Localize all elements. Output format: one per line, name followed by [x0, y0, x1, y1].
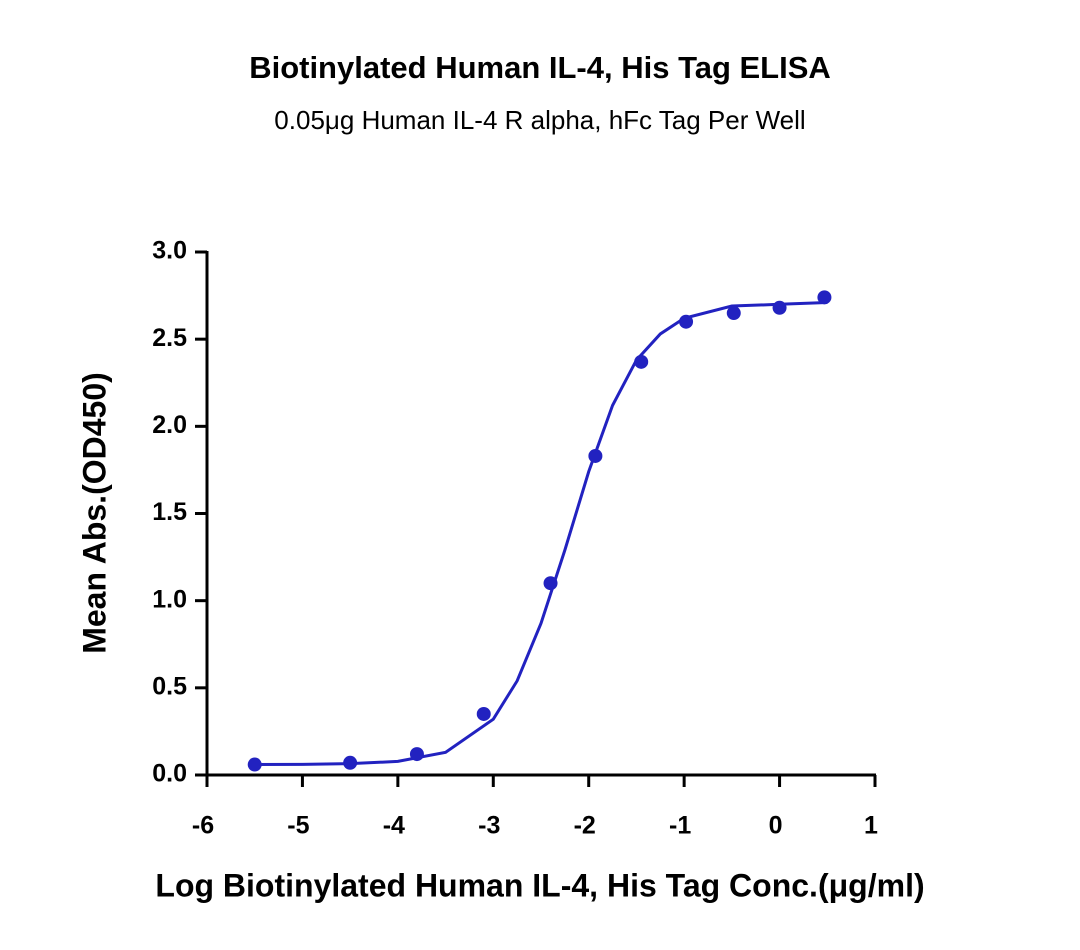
y-tick-label: 0.5	[152, 672, 187, 700]
y-axis-label: Mean Abs.(OD450)	[76, 372, 112, 654]
y-tick-label: 1.5	[152, 498, 187, 526]
fit-curve	[254, 301, 828, 767]
y-tick-label: 2.0	[152, 411, 187, 439]
data-point	[409, 747, 424, 762]
data-point	[817, 290, 832, 305]
x-tick-label: -6	[192, 812, 214, 840]
x-tick-label: -3	[478, 812, 500, 840]
data-point	[634, 354, 649, 369]
x-tick-label: -1	[669, 812, 691, 840]
x-tick-label: 1	[864, 812, 878, 840]
data-point	[247, 757, 262, 772]
x-tick-label: -5	[287, 812, 309, 840]
y-tick-label: 0.0	[152, 760, 187, 788]
data-point	[343, 755, 358, 770]
x-tick-label: -2	[574, 812, 596, 840]
y-tick-label: 2.5	[152, 324, 187, 352]
x-axis-label: Log Biotinylated Human IL-4, His Tag Con…	[155, 867, 924, 903]
chart-title: Biotinylated Human IL-4, His Tag ELISA	[249, 50, 831, 85]
data-point	[543, 576, 558, 591]
chart-subtitle: 0.05μg Human IL-4 R alpha, hFc Tag Per W…	[274, 105, 805, 135]
data-point	[772, 300, 787, 315]
data-point	[476, 706, 491, 721]
data-point	[726, 306, 741, 321]
x-tick-label: 0	[769, 812, 783, 840]
x-tick-label: -4	[383, 812, 405, 840]
y-tick-label: 1.0	[152, 585, 187, 613]
data-point	[588, 448, 603, 463]
y-tick-label: 3.0	[152, 237, 187, 265]
data-point	[679, 314, 694, 329]
